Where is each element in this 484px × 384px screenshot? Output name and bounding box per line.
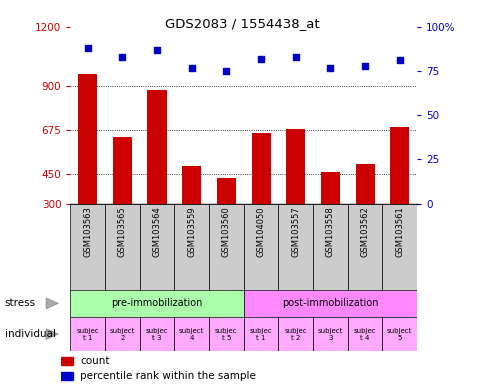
Bar <box>60 372 73 380</box>
Bar <box>286 129 304 204</box>
Bar <box>313 204 347 290</box>
Text: GSM103558: GSM103558 <box>325 206 334 257</box>
Text: GSM103560: GSM103560 <box>221 206 230 257</box>
Text: individual: individual <box>5 329 56 339</box>
Bar <box>139 317 174 351</box>
Bar <box>382 317 416 351</box>
Bar <box>174 204 209 290</box>
Point <box>257 56 264 62</box>
Text: subject
3: subject 3 <box>317 328 342 341</box>
Text: subject
4: subject 4 <box>179 328 204 341</box>
Bar <box>113 137 132 204</box>
Bar <box>243 204 278 290</box>
Text: subjec
t 2: subjec t 2 <box>284 328 306 341</box>
Point <box>361 63 368 69</box>
Bar <box>139 204 174 290</box>
Bar <box>209 317 243 351</box>
Text: GSM103561: GSM103561 <box>394 206 404 257</box>
Text: GSM104050: GSM104050 <box>256 206 265 257</box>
Bar <box>70 204 105 290</box>
Text: GSM103559: GSM103559 <box>187 206 196 257</box>
Bar <box>390 127 408 204</box>
Bar <box>216 178 235 204</box>
Point <box>222 68 230 74</box>
Point <box>395 57 403 63</box>
Bar <box>278 317 313 351</box>
Point <box>153 47 161 53</box>
Point <box>291 54 299 60</box>
Text: subjec
t 1: subjec t 1 <box>249 328 272 341</box>
Bar <box>347 204 382 290</box>
Text: GSM103565: GSM103565 <box>118 206 127 257</box>
Bar <box>182 166 201 204</box>
Bar <box>60 357 73 365</box>
Text: GSM103563: GSM103563 <box>83 206 92 257</box>
Bar <box>174 317 209 351</box>
Bar <box>78 74 97 204</box>
Text: subjec
t 3: subjec t 3 <box>145 328 168 341</box>
Point <box>326 65 333 71</box>
Text: subjec
t 1: subjec t 1 <box>76 328 99 341</box>
Text: subject
2: subject 2 <box>109 328 135 341</box>
Polygon shape <box>46 298 58 309</box>
Text: GSM103557: GSM103557 <box>290 206 300 257</box>
Bar <box>355 164 374 204</box>
Text: subjec
t 4: subjec t 4 <box>353 328 376 341</box>
Text: GSM103564: GSM103564 <box>152 206 161 257</box>
Bar <box>209 204 243 290</box>
Bar <box>313 317 347 351</box>
Text: pre-immobilization: pre-immobilization <box>111 298 202 308</box>
Bar <box>278 204 313 290</box>
Bar <box>243 290 416 317</box>
Text: subject
5: subject 5 <box>386 328 411 341</box>
Text: percentile rank within the sample: percentile rank within the sample <box>80 371 256 381</box>
Bar <box>147 90 166 204</box>
Text: post-immobilization: post-immobilization <box>282 298 378 308</box>
Bar <box>243 317 278 351</box>
Point <box>187 65 195 71</box>
Text: stress: stress <box>5 298 36 308</box>
Bar <box>320 172 339 204</box>
Bar <box>105 317 139 351</box>
Bar <box>382 204 416 290</box>
Bar <box>251 133 270 204</box>
Bar <box>70 317 105 351</box>
Polygon shape <box>46 329 58 339</box>
Text: count: count <box>80 356 109 366</box>
Point <box>118 54 126 60</box>
Bar <box>347 317 382 351</box>
Point <box>84 45 91 51</box>
Text: GSM103562: GSM103562 <box>360 206 369 257</box>
Text: subjec
t 5: subjec t 5 <box>214 328 237 341</box>
Bar <box>70 290 243 317</box>
Text: GDS2083 / 1554438_at: GDS2083 / 1554438_at <box>165 17 319 30</box>
Bar <box>105 204 139 290</box>
